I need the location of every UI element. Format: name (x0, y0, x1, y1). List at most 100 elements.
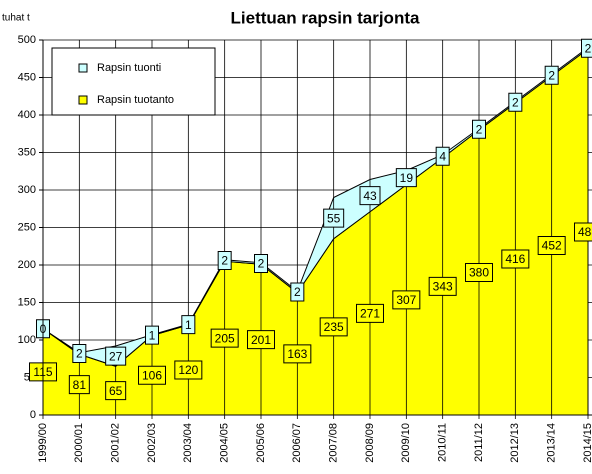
data-label: 43 (359, 186, 381, 206)
y-tick-label: 200 (18, 259, 36, 271)
data-label-box (283, 344, 312, 364)
y-tick-label: 350 (18, 146, 36, 158)
data-label-text: 1 (185, 318, 192, 332)
data-label-box (174, 360, 203, 380)
data-label-box (472, 119, 486, 139)
legend-label: Rapsin tuonti (97, 62, 161, 74)
data-label-box (68, 375, 90, 395)
data-label-box (105, 346, 127, 366)
data-label-box (544, 65, 559, 85)
data-label-box (290, 282, 305, 302)
data-label: 2 (72, 344, 87, 363)
x-tick-label: 2012/13 (509, 423, 521, 463)
chart-title: Liettuan rapsin tarjonta (231, 8, 420, 27)
x-tick-label: 2004/05 (219, 423, 231, 463)
data-label: 120 (174, 360, 203, 380)
data-label-box (210, 328, 239, 348)
x-tick-label: 2011/12 (473, 423, 485, 462)
data-label-text: 106 (142, 368, 162, 382)
data-label: 205 (210, 328, 239, 348)
data-label-text: 488 (578, 225, 592, 239)
data-label-text: 2 (585, 41, 592, 55)
data-label-text: 1 (149, 328, 156, 342)
data-label-text: 27 (109, 349, 123, 363)
x-tick-label: 2013/14 (546, 423, 558, 463)
data-label: 452 (537, 236, 566, 255)
data-label: 2 (544, 65, 559, 85)
data-label: 201 (247, 330, 275, 350)
data-label-text: 235 (324, 320, 344, 334)
data-label-text: 2 (221, 254, 228, 268)
data-label-box (428, 276, 457, 296)
data-label-box (138, 365, 166, 385)
data-label-box (392, 290, 421, 310)
data-label-text: 343 (433, 280, 453, 294)
x-tick-label: 2010/11 (437, 423, 449, 462)
data-label-box (501, 249, 530, 269)
data-label: 2 (508, 92, 523, 112)
data-label-text: 2 (258, 257, 265, 271)
data-label-text: 65 (109, 384, 123, 398)
x-tick-label: 2005/06 (255, 423, 267, 463)
data-label-text: 452 (542, 239, 562, 253)
data-label: 416 (501, 249, 530, 269)
data-label-box (323, 208, 345, 228)
data-label-box (435, 146, 450, 166)
x-tick-label: 2001/02 (110, 423, 122, 463)
data-label-text: 2 (294, 285, 301, 299)
data-label-text: 201 (251, 333, 271, 347)
legend: Rapsin tuonti Rapsin tuotanto (51, 47, 216, 116)
data-label-text: 380 (469, 266, 489, 280)
data-label-box (465, 263, 493, 282)
data-label: 81 (68, 375, 90, 395)
x-tick-label: 2008/09 (364, 423, 376, 463)
data-label: 488 (574, 222, 592, 242)
data-label-text: 416 (505, 252, 525, 266)
data-label-box (247, 330, 275, 350)
x-tick-label: 2002/03 (146, 423, 158, 463)
data-label-text: 55 (327, 211, 341, 225)
y-axis-unit: tuhat t (2, 13, 30, 24)
data-label-box (508, 92, 523, 112)
x-tick-label: 2003/04 (182, 423, 194, 463)
legend-swatch (78, 95, 88, 105)
data-label: 2 (217, 251, 232, 270)
data-label: 271 (356, 303, 384, 323)
y-tick-label: 500 (18, 34, 36, 46)
data-label: 343 (428, 276, 457, 296)
data-label-text: 163 (287, 347, 307, 361)
x-tick-label: 2000/01 (73, 423, 85, 463)
data-label-box (319, 317, 348, 337)
data-label-text: 2 (476, 122, 483, 136)
data-label: 65 (105, 381, 127, 401)
data-label-box (356, 303, 384, 323)
x-tick-label: 2006/07 (291, 423, 303, 463)
y-tick-label: 250 (18, 221, 36, 233)
data-label-text: 2 (548, 68, 555, 82)
data-label-box (254, 254, 268, 273)
legend-swatch (78, 63, 88, 73)
data-label-text: 2 (512, 95, 519, 109)
data-label-text: 43 (363, 189, 377, 203)
data-label: 380 (465, 263, 493, 282)
data-label: 2 (581, 38, 592, 58)
data-label: 4 (435, 146, 450, 166)
data-label-box (72, 344, 87, 363)
x-tick-label: 1999/00 (37, 423, 49, 463)
data-label-text: 4 (439, 149, 446, 163)
legend-label: Rapsin tuotanto (97, 94, 174, 106)
x-tick-label: 2007/08 (328, 423, 340, 463)
data-label-box (581, 38, 592, 58)
data-label-box (359, 186, 381, 206)
data-label: 163 (283, 344, 312, 364)
data-label-text: 2 (76, 347, 83, 361)
y-tick-label: 150 (18, 296, 36, 308)
data-label-text: 120 (178, 363, 198, 377)
y-tick-label: 100 (18, 334, 36, 346)
data-label: 106 (138, 365, 166, 385)
data-label: 307 (392, 290, 421, 310)
data-label-box (145, 325, 159, 345)
data-label: 2 (290, 282, 305, 302)
data-label-text: 307 (396, 293, 416, 307)
